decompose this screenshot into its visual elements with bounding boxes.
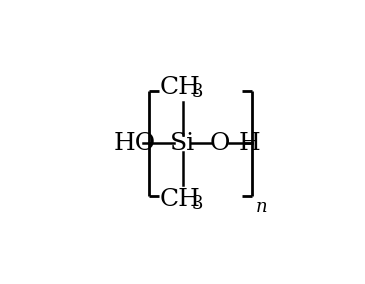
Text: 3: 3: [191, 195, 203, 213]
Text: 3: 3: [191, 83, 203, 101]
Text: H: H: [238, 132, 260, 155]
Text: Si: Si: [170, 132, 195, 155]
Text: n: n: [255, 198, 267, 216]
Text: O: O: [210, 132, 230, 155]
Text: CH: CH: [160, 76, 201, 99]
Text: CH: CH: [160, 188, 201, 211]
Text: HO: HO: [114, 132, 155, 155]
